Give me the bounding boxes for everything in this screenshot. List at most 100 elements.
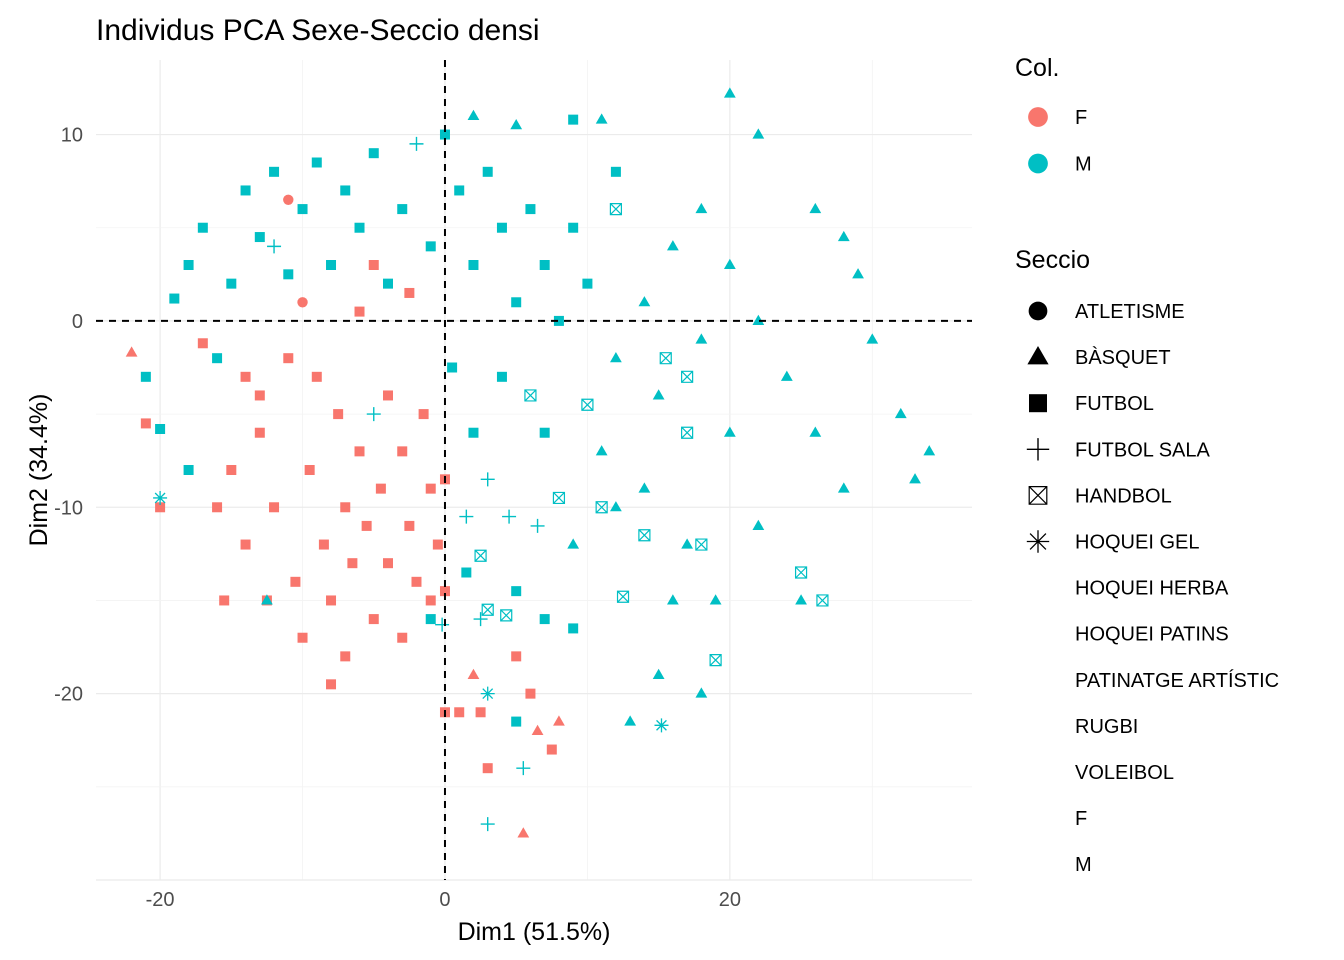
data-point-square: [383, 390, 393, 401]
legend-key-triangle: [1027, 345, 1049, 365]
data-point-triangle: [638, 482, 651, 493]
data-point-square: [425, 483, 436, 494]
data-point-square: [340, 651, 351, 662]
data-point-square: [404, 287, 415, 298]
data-point-triangle: [723, 87, 736, 98]
data-point-square: [354, 446, 365, 457]
data-point-square: [482, 166, 493, 177]
data-point-square: [290, 576, 301, 587]
data-point-boxcross: [481, 603, 494, 616]
data-point-boxcross: [581, 398, 594, 411]
legend-title-col: Col.: [1015, 54, 1059, 82]
y-axis-title: Dim2 (34.4%): [25, 394, 53, 547]
data-point-square: [432, 539, 443, 550]
legend-key-circle: [1028, 301, 1048, 321]
data-point-triangle: [595, 113, 608, 124]
data-point-square: [439, 129, 450, 140]
data-point-asterisk: [654, 718, 669, 733]
data-point-square: [418, 409, 429, 420]
data-point-asterisk: [480, 686, 495, 701]
legend-title-seccio: Seccio: [1015, 246, 1090, 274]
data-point-triangle: [837, 482, 850, 493]
data-point-square: [568, 222, 579, 233]
reference-lines: [96, 60, 972, 880]
data-point-square: [511, 716, 522, 727]
data-point-plus: [409, 136, 424, 151]
data-point-square: [368, 614, 379, 625]
data-point-square: [283, 353, 294, 364]
data-point-triangle: [723, 258, 736, 270]
data-point-triangle: [909, 473, 921, 484]
data-point-square: [368, 148, 379, 159]
data-point-square: [240, 539, 251, 550]
data-point-square: [254, 232, 265, 243]
data-point-square: [240, 371, 251, 382]
data-point-square: [240, 185, 251, 196]
legend-label: F: [1075, 808, 1087, 830]
legends: Col. F M Seccio ATLETISME BÀSQUET FUTBOL FUTBOL…: [1015, 54, 1279, 876]
data-point-square: [539, 427, 550, 438]
data-point-triangle: [809, 202, 822, 214]
data-point-square: [183, 260, 194, 270]
data-point-triangle: [567, 538, 580, 549]
data-point-square: [197, 338, 208, 349]
data-point-square: [169, 293, 180, 304]
data-point-triangle: [666, 240, 679, 251]
data-point-triangle: [624, 715, 637, 726]
data-point-square: [496, 222, 507, 233]
legend-label: M: [1075, 154, 1092, 176]
data-point-square: [226, 465, 237, 475]
legend-key-f: [1028, 107, 1048, 127]
data-point-boxcross: [816, 594, 829, 607]
data-point-plus: [480, 817, 495, 832]
data-point-square: [454, 707, 465, 718]
data-point-square: [283, 269, 294, 280]
legend-label: FUTBOL: [1075, 393, 1154, 415]
data-point-boxcross: [595, 501, 608, 514]
legend-label: F: [1075, 107, 1087, 129]
data-point-boxcross: [638, 529, 651, 542]
data-points: [125, 87, 936, 838]
data-point-plus: [516, 761, 531, 776]
legend-label: ATLETISME: [1075, 301, 1185, 323]
legend-key-square: [1029, 394, 1047, 413]
data-point-plus: [530, 518, 545, 533]
data-point-square: [546, 744, 557, 755]
data-point-triangle: [531, 724, 544, 735]
data-point-boxcross: [552, 491, 566, 505]
data-point-square: [197, 222, 208, 233]
data-point-square: [397, 632, 408, 643]
data-point-square: [482, 763, 493, 774]
data-point-square: [254, 427, 265, 438]
data-point-square: [354, 306, 365, 317]
data-point-square: [347, 558, 358, 569]
data-point-square: [254, 390, 265, 401]
data-point-triangle: [709, 594, 722, 605]
data-point-square: [553, 315, 564, 326]
legend-label: FUTBOL SALA: [1075, 439, 1211, 461]
data-point-asterisk: [153, 490, 168, 505]
data-point-boxcross: [709, 653, 722, 667]
y-tick-label: 0: [72, 311, 83, 333]
data-point-plus: [459, 509, 474, 524]
data-point-square: [326, 679, 337, 690]
data-point-triangle: [752, 128, 765, 139]
data-point-circle: [297, 297, 308, 308]
data-point-square: [511, 651, 522, 662]
data-point-triangle: [125, 346, 138, 357]
data-point-triangle: [752, 314, 765, 325]
legend-label: HOQUEI HERBA: [1075, 578, 1229, 600]
legend-label: HOQUEI GEL: [1075, 532, 1199, 554]
legend-key-m: [1028, 153, 1048, 174]
data-point-triangle: [517, 827, 530, 838]
data-point-square: [475, 707, 486, 718]
data-point-square: [212, 502, 223, 513]
data-point-square: [468, 260, 479, 270]
data-point-boxcross: [794, 566, 808, 579]
data-point-square: [326, 595, 337, 606]
data-point-square: [525, 204, 536, 215]
data-point-triangle: [695, 687, 708, 698]
data-point-triangle: [780, 370, 793, 381]
data-point-square: [155, 424, 166, 434]
